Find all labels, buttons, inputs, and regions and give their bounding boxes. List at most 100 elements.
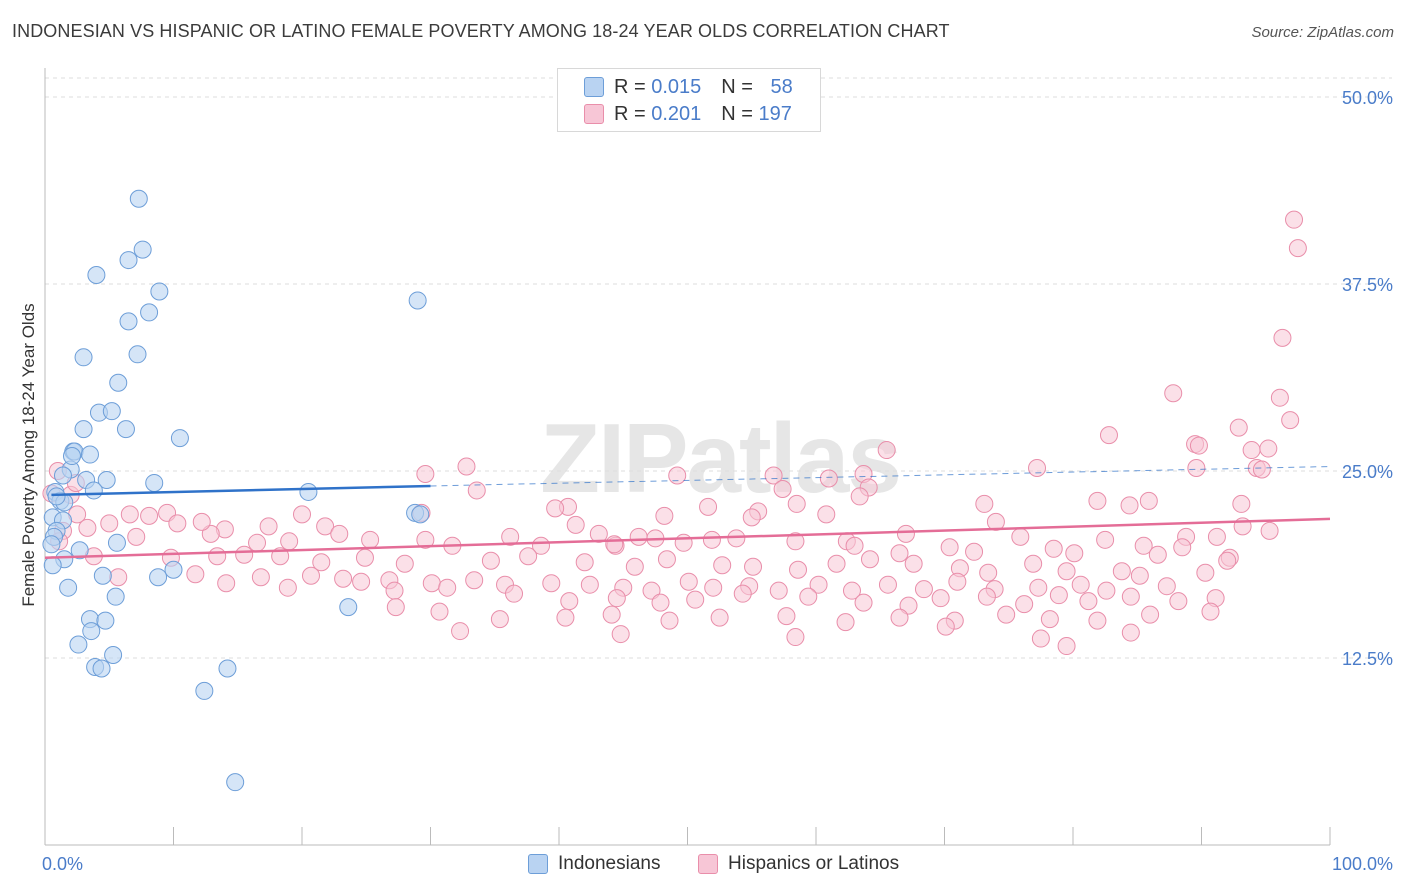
data-point-hispanic bbox=[1049, 586, 1068, 605]
data-point-hispanic bbox=[890, 608, 909, 627]
data-point-hispanic bbox=[589, 524, 608, 543]
data-point-hispanic bbox=[1057, 637, 1076, 656]
data-point-hispanic bbox=[451, 622, 470, 641]
data-point-indonesian bbox=[104, 646, 123, 665]
bottom-legend-hispanics: Hispanics or Latinos bbox=[698, 852, 899, 876]
data-point-hispanic bbox=[899, 596, 918, 615]
data-point-hispanic bbox=[786, 628, 805, 647]
data-point-hispanic bbox=[1139, 491, 1158, 510]
data-point-hispanic bbox=[845, 536, 864, 555]
data-point-hispanic bbox=[251, 568, 270, 587]
data-point-hispanic bbox=[817, 505, 836, 524]
data-point-hispanic bbox=[1015, 595, 1034, 614]
data-point-indonesian bbox=[119, 312, 138, 331]
data-point-hispanic bbox=[890, 544, 909, 563]
data-point-hispanic bbox=[1252, 460, 1271, 479]
data-point-hispanic bbox=[655, 506, 674, 525]
data-point-hispanic bbox=[1187, 459, 1206, 478]
data-point-hispanic bbox=[575, 553, 594, 572]
data-point-indonesian bbox=[140, 303, 159, 322]
data-point-hispanic bbox=[904, 554, 923, 573]
data-point-hispanic bbox=[312, 553, 331, 572]
data-point-hispanic bbox=[416, 530, 435, 549]
data-point-hispanic bbox=[660, 611, 679, 630]
data-point-hispanic bbox=[1134, 536, 1153, 555]
data-point-hispanic bbox=[850, 487, 869, 506]
data-point-hispanic bbox=[786, 532, 805, 551]
data-point-hispanic bbox=[1218, 551, 1237, 570]
data-point-hispanic bbox=[457, 457, 476, 476]
y-tick-label: 25.0% bbox=[1342, 462, 1393, 482]
data-point-indonesian bbox=[84, 481, 103, 500]
data-point-hispanic bbox=[1288, 239, 1307, 258]
y-tick-label: 12.5% bbox=[1342, 649, 1393, 669]
data-point-hispanic bbox=[679, 572, 698, 591]
data-point-indonesian bbox=[96, 611, 115, 630]
y-axis-label: Female Poverty Among 18-24 Year Olds bbox=[19, 303, 38, 606]
data-point-indonesian bbox=[80, 445, 99, 464]
legend-swatch-indonesians bbox=[584, 77, 604, 97]
data-point-hispanic bbox=[1057, 562, 1076, 581]
data-point-hispanic bbox=[100, 514, 119, 533]
source-label: Source: ZipAtlas.com bbox=[1251, 24, 1394, 41]
data-point-hispanic bbox=[1040, 610, 1059, 629]
data-point-hispanic bbox=[742, 508, 761, 527]
data-point-hispanic bbox=[78, 518, 97, 537]
data-point-hispanic bbox=[1164, 384, 1183, 403]
data-point-hispanic bbox=[936, 617, 955, 636]
data-point-indonesian bbox=[87, 266, 106, 285]
data-point-hispanic bbox=[1112, 562, 1131, 581]
x-tick-label: 100.0% bbox=[1332, 854, 1393, 874]
data-point-hispanic bbox=[914, 580, 933, 599]
data-point-indonesian bbox=[82, 622, 101, 641]
data-point-hispanic bbox=[168, 514, 187, 533]
data-point-indonesian bbox=[42, 535, 61, 554]
data-point-hispanic bbox=[842, 581, 861, 600]
data-point-hispanic bbox=[809, 575, 828, 594]
data-point-hispanic bbox=[777, 607, 796, 626]
data-point-hispanic bbox=[386, 598, 405, 617]
data-point-hispanic bbox=[733, 584, 752, 603]
data-point-indonesian bbox=[226, 773, 245, 792]
data-point-hispanic bbox=[556, 608, 575, 627]
data-point-hispanic bbox=[490, 610, 509, 629]
data-point-hispanic bbox=[965, 542, 984, 561]
x-tick-label: 0.0% bbox=[42, 854, 83, 874]
data-point-hispanic bbox=[931, 589, 950, 608]
data-point-indonesian bbox=[119, 251, 138, 270]
data-point-hispanic bbox=[278, 578, 297, 597]
data-point-hispanic bbox=[438, 578, 457, 597]
data-point-indonesian bbox=[129, 189, 148, 208]
legend-n-label: N = bbox=[721, 102, 759, 125]
data-point-hispanic bbox=[140, 506, 159, 525]
data-point-hispanic bbox=[192, 512, 211, 531]
data-point-hispanic bbox=[699, 497, 718, 516]
data-point-hispanic bbox=[1201, 602, 1220, 621]
data-point-hispanic bbox=[1270, 388, 1289, 407]
data-point-hispanic bbox=[668, 466, 687, 485]
y-tick-label: 37.5% bbox=[1342, 275, 1393, 295]
data-point-hispanic bbox=[1088, 491, 1107, 510]
data-point-indonesian bbox=[106, 587, 125, 606]
data-point-hispanic bbox=[1157, 577, 1176, 596]
legend-row-hispanics: R = 0.201 N = 197 bbox=[584, 102, 792, 126]
watermark: ZIPatlas bbox=[540, 403, 900, 513]
data-point-hispanic bbox=[629, 527, 648, 546]
series-hispanics bbox=[42, 210, 1307, 656]
data-point-hispanic bbox=[501, 527, 520, 546]
data-point-hispanic bbox=[566, 515, 585, 534]
data-point-indonesian bbox=[97, 470, 116, 489]
data-point-hispanic bbox=[361, 530, 380, 549]
data-point-indonesian bbox=[299, 482, 318, 501]
data-point-hispanic bbox=[827, 554, 846, 573]
data-point-hispanic bbox=[546, 499, 565, 518]
data-point-hispanic bbox=[948, 572, 967, 591]
data-point-indonesian bbox=[70, 541, 89, 560]
data-point-hispanic bbox=[1207, 527, 1226, 546]
data-point-hispanic bbox=[713, 556, 732, 575]
data-point-hispanic bbox=[789, 560, 808, 579]
data-point-indonesian bbox=[109, 373, 128, 392]
data-point-indonesian bbox=[47, 487, 66, 506]
data-point-indonesian bbox=[116, 420, 135, 439]
